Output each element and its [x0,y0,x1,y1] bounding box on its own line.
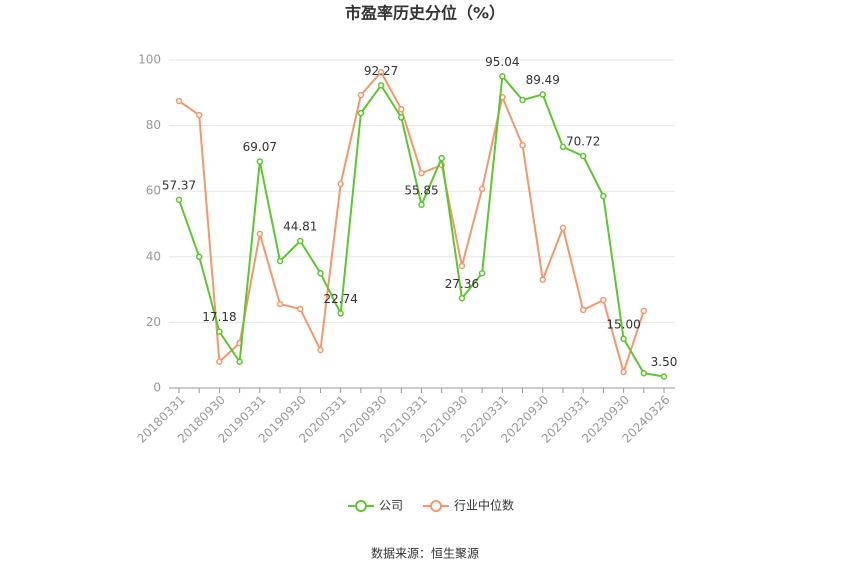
legend-item: 行业中位数 [423,498,514,513]
series-line [178,70,645,376]
data-point [236,358,243,366]
y-tick-label: 20 [146,315,161,329]
data-label: 17.18 [202,310,236,324]
data-point [357,109,365,117]
data-label: 27.36 [445,277,479,291]
data-label: 44.81 [283,220,317,234]
data-point [418,169,425,177]
legend-marker [355,500,367,512]
data-point [256,230,264,238]
data-point [458,262,466,270]
y-tick-label: 80 [146,118,161,132]
data-point [317,346,324,354]
data-label: 55.85 [404,183,438,197]
data-point [297,305,304,313]
data-point [297,237,304,245]
data-point [175,196,183,204]
data-point [337,180,344,188]
data-point [357,91,365,99]
data-point [216,328,223,335]
data-label: 70.72 [566,135,600,149]
data-point [620,368,627,376]
legend-item: 公司 [348,499,403,513]
data-point [579,306,587,314]
data-label: 3.50 [651,355,678,369]
data-point [398,105,405,113]
source: 数据来源：恒生聚源 [371,546,479,561]
data-point [660,373,668,380]
data-point [559,224,567,232]
data-label: 95.04 [485,55,519,69]
data-label: 15.00 [606,317,640,331]
legend-label: 公司 [379,499,403,513]
data-label: 92.27 [364,64,398,78]
chart-title: 市盈率历史分位（%） [345,4,505,23]
data-point [195,253,203,261]
data-point [438,154,445,162]
legend-label: 行业中位数 [454,498,514,513]
data-point [539,276,546,284]
y-tick-label: 0 [153,381,161,395]
data-point [539,91,546,98]
data-point [559,143,567,151]
data-point [600,296,607,304]
data-point [640,369,648,377]
data-label: 57.37 [162,178,196,192]
y-tick-label: 40 [146,249,161,263]
y-tick-label: 60 [146,184,161,198]
data-point [519,142,526,149]
data-point [317,269,324,277]
data-point [195,111,203,119]
data-point [620,335,627,343]
data-point [640,307,648,315]
data-point [478,185,486,193]
data-point [175,97,183,105]
data-point [418,201,425,209]
data-point [216,358,223,366]
data-point [519,96,526,104]
data-label: 69.07 [243,140,277,154]
data-point [398,114,405,121]
data-point [337,310,344,317]
data-point [458,295,466,302]
data-point [600,192,607,200]
data-label: 22.74 [323,292,357,306]
data-point [478,269,486,277]
data-point [377,68,385,76]
data-label: 89.49 [526,73,560,87]
data-point [499,73,506,80]
data-point [276,257,284,265]
data-point [276,300,284,308]
y-tick-label: 100 [138,53,161,67]
legend-marker [430,500,443,512]
data-point [579,152,587,160]
data-point [377,82,385,89]
data-point [256,158,264,165]
series-line [178,73,665,378]
